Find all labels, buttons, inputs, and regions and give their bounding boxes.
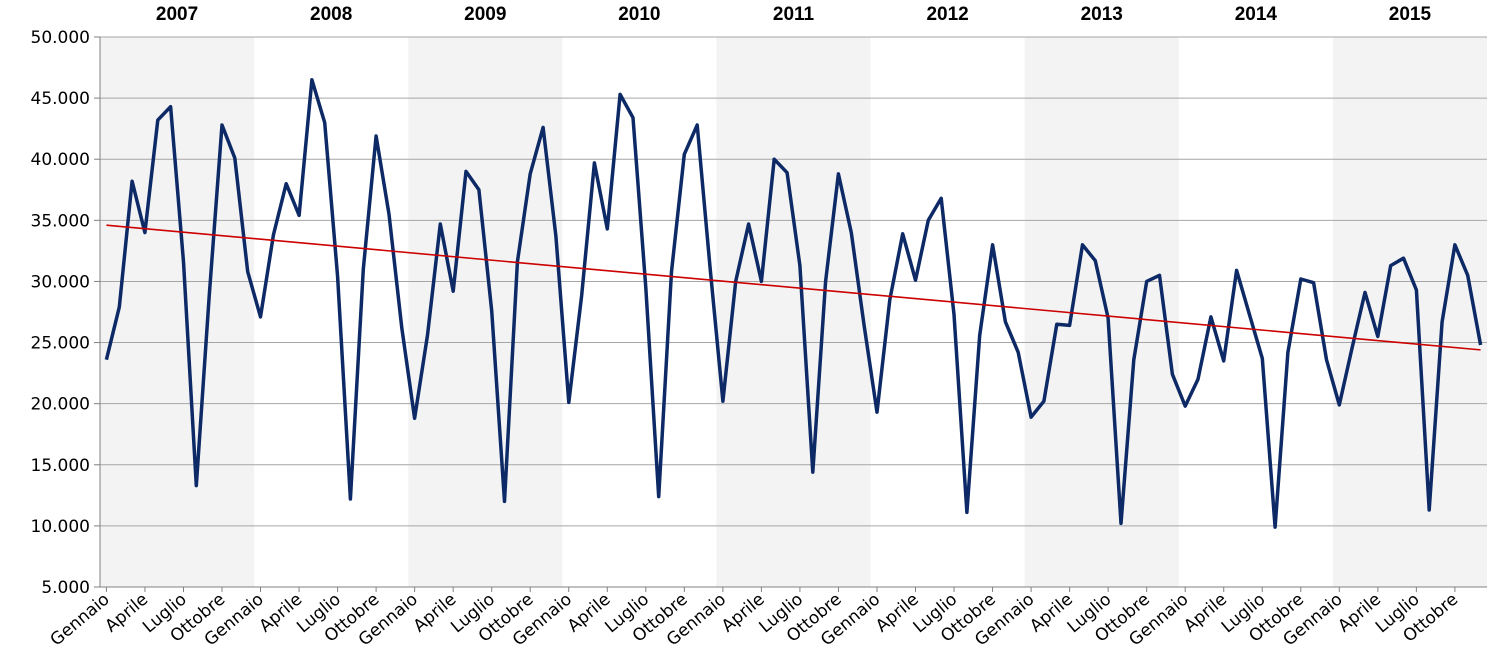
year-label: 2015 [1389,4,1432,25]
year-label: 2008 [310,4,352,25]
year-label: 2011 [773,4,815,25]
y-tick-label: 40.000 [31,150,90,170]
year-label: 2009 [464,4,506,25]
y-tick-label: 45.000 [31,89,90,109]
year-label: 2010 [618,4,660,25]
year-band [1024,37,1179,587]
y-tick-label: 30.000 [31,272,90,292]
y-tick-label: 5.000 [41,578,90,598]
year-band [408,37,563,587]
data-line [104,78,1483,529]
year-band [100,37,255,587]
year-label: 2014 [1235,4,1278,25]
y-tick-label: 15.000 [31,456,90,476]
y-tick-label: 20.000 [31,395,90,415]
year-label: 2012 [926,4,968,25]
trend-line [106,224,1481,351]
year-band [1332,37,1487,587]
year-band [716,37,871,587]
year-label: 2013 [1081,4,1123,25]
y-tick-label: 50.000 [31,28,90,48]
year-label: 2007 [156,4,198,25]
y-tick-label: 10.000 [31,517,90,537]
y-tick-label: 35.000 [31,211,90,231]
y-tick-label: 25.000 [31,334,90,354]
